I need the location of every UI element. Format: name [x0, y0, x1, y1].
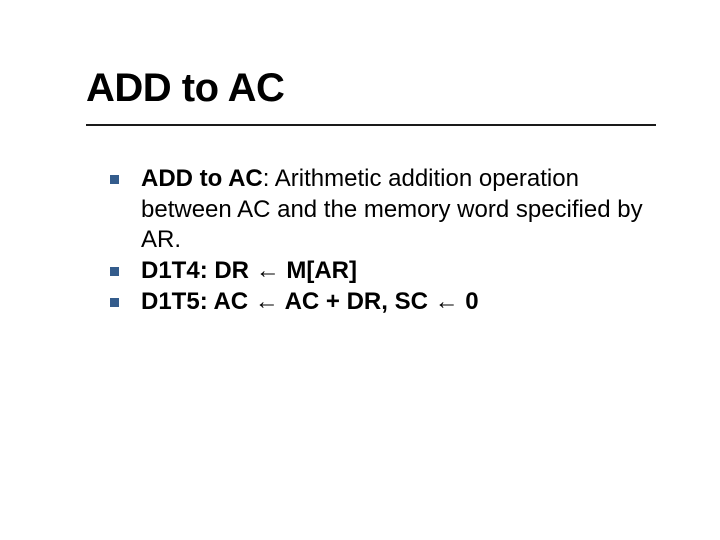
- list-item: D1T4: DR ← M[AR]: [110, 256, 650, 287]
- list-item-text: D1T4: DR ← M[AR]: [141, 256, 357, 287]
- bold-lead: D1T4: DR: [141, 257, 256, 284]
- bold-tail: M[AR]: [280, 257, 357, 284]
- bold-lead: D1T5: AC: [141, 288, 255, 315]
- bullet-icon: [110, 267, 119, 276]
- bullet-icon: [110, 298, 119, 307]
- title-wrap: ADD to AC: [86, 66, 284, 111]
- arrow-icon: ←: [435, 288, 459, 315]
- content-area: ADD to AC: Arithmetic addition operation…: [110, 164, 650, 318]
- bold-tail: 0: [459, 288, 479, 315]
- bold-lead: ADD to AC: [141, 165, 263, 192]
- lead-suffix: :: [263, 165, 275, 192]
- slide: ADD to AC ADD to AC: Arithmetic addition…: [0, 0, 720, 540]
- list-item: D1T5: AC ← AC + DR, SC ← 0: [110, 287, 650, 318]
- bold-mid: AC + DR, SC: [279, 288, 435, 315]
- list-item-text: D1T5: AC ← AC + DR, SC ← 0: [141, 287, 479, 318]
- list-item-text: ADD to AC: Arithmetic addition operation…: [141, 164, 650, 256]
- bullet-icon: [110, 175, 119, 184]
- arrow-icon: ←: [256, 257, 280, 284]
- title-underline: [86, 124, 656, 126]
- slide-title: ADD to AC: [86, 66, 284, 111]
- arrow-icon: ←: [255, 288, 279, 315]
- list-item: ADD to AC: Arithmetic addition operation…: [110, 164, 650, 256]
